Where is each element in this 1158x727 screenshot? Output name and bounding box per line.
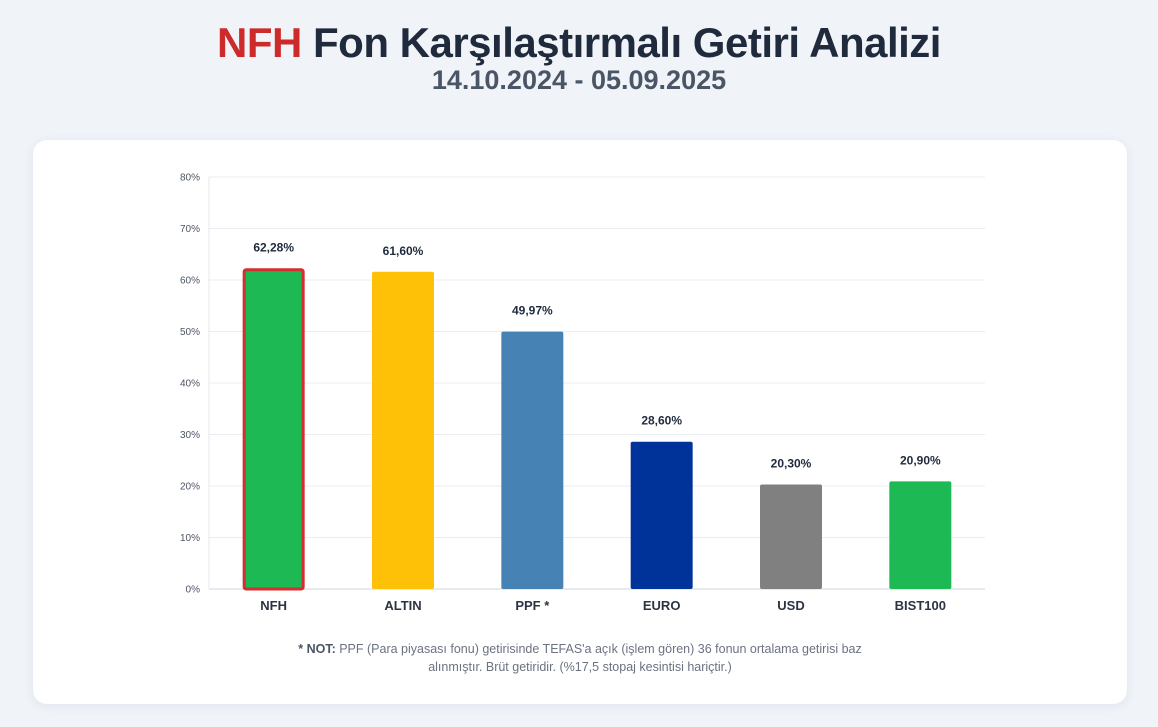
value-label: 61,60%	[383, 244, 424, 258]
category-label: USD	[777, 598, 804, 613]
category-label: ALTIN	[384, 598, 421, 613]
value-label: 20,90%	[900, 453, 941, 467]
value-label: 62,28%	[253, 240, 294, 254]
y-tick-label: 40%	[180, 379, 200, 390]
bar-ppf	[501, 331, 564, 589]
bar-bist100	[889, 481, 952, 589]
y-tick-label: 20%	[180, 482, 200, 493]
y-tick-label: 70%	[180, 224, 200, 235]
bar-euro	[630, 441, 693, 589]
y-tick-label: 80%	[180, 173, 200, 184]
y-tick-label: 60%	[180, 276, 200, 287]
note-label: * NOT:	[298, 642, 336, 656]
value-label: 49,97%	[512, 304, 553, 318]
date-range: 14.10.2024 - 05.09.2025	[431, 65, 727, 95]
note-line-2: alınmıştır. Brüt getiridir. (%17,5 stopa…	[428, 660, 732, 674]
y-tick-label: 0%	[186, 585, 201, 596]
value-label: 28,60%	[641, 414, 682, 428]
footnote: * NOT: PPF (Para piyasası fonu) getirisi…	[33, 640, 1127, 676]
brand-name: NFH	[217, 19, 302, 66]
page-title: NFH Fon Karşılaştırmalı Getiri Analizi	[0, 18, 1158, 68]
value-label: 20,30%	[771, 456, 812, 470]
category-label: EURO	[643, 598, 681, 613]
category-label: BIST100	[895, 598, 946, 613]
bar-usd	[760, 484, 822, 589]
y-tick-label: 50%	[180, 327, 200, 338]
note-line-1: PPF (Para piyasası fonu) getirisinde TEF…	[339, 642, 862, 656]
category-label: NFH	[260, 598, 287, 613]
category-label: PPF *	[515, 598, 550, 613]
chart-card: 0% 10% 20% 30% 40% 50% 60% 70% 80% 62,28% NFH 61,60…	[33, 140, 1127, 704]
header: NFH Fon Karşılaştırmalı Getiri Analizi 1…	[0, 18, 1158, 95]
bar-nfh	[242, 268, 305, 591]
title-text: Fon Karşılaştırmalı Getiri Analizi	[313, 19, 941, 66]
y-tick-label: 10%	[180, 533, 200, 544]
bar-chart: 0% 10% 20% 30% 40% 50% 60% 70% 80% 62,28% NFH 61,60…	[180, 173, 985, 613]
y-tick-label: 30%	[180, 430, 200, 441]
bar-altin	[372, 271, 434, 589]
